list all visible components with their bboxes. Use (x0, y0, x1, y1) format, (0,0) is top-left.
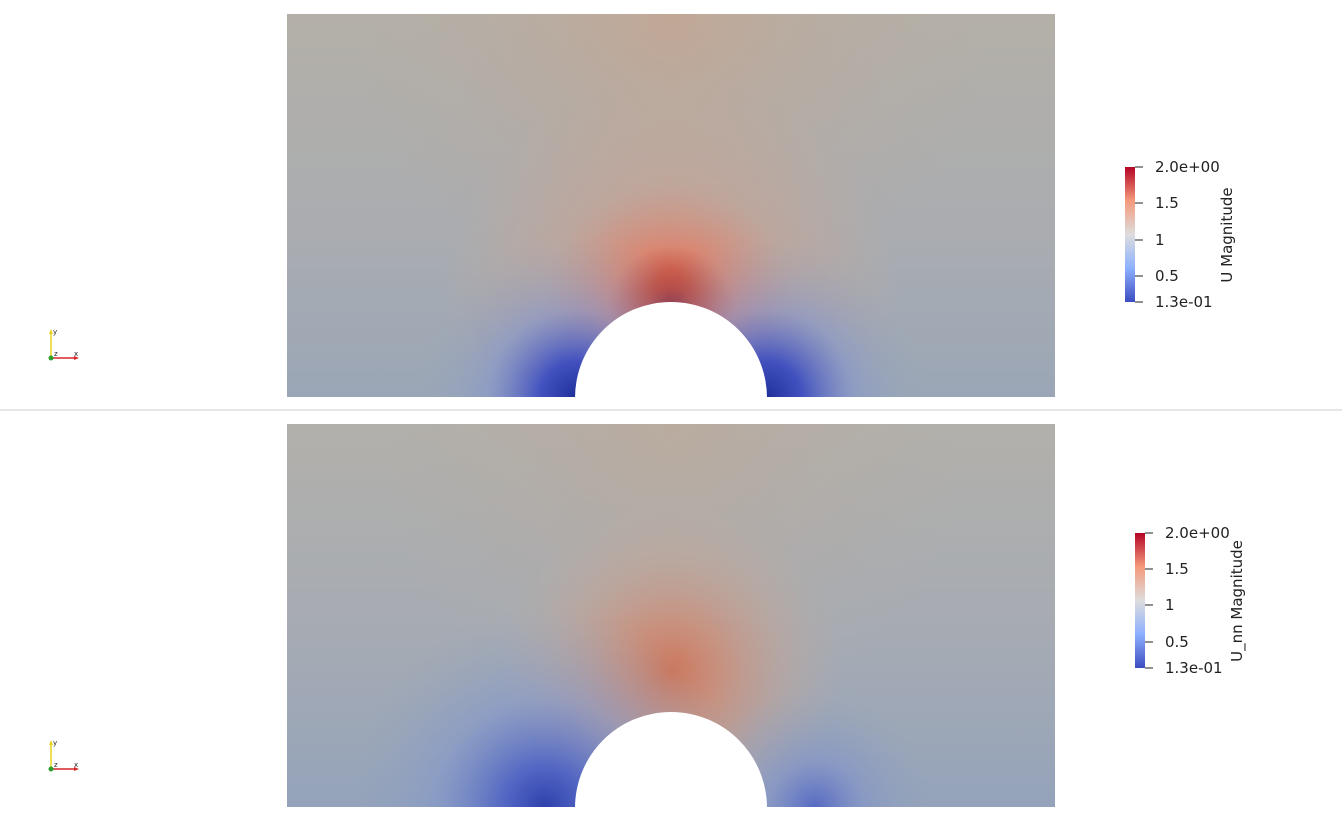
axis-label-x: x (74, 761, 78, 769)
cylinder-obstacle (575, 712, 767, 808)
flow-domain (287, 424, 1055, 808)
colorbar-tick-max: 2.0e+00 (1165, 524, 1230, 542)
colorbar-title: U_nn Magnitude (1228, 540, 1247, 662)
colorbar-tick-1-5: 1.5 (1165, 560, 1189, 578)
cylinder-obstacle (575, 302, 767, 398)
colorbar-tick-1: 1 (1165, 596, 1175, 614)
axis-label-y: y (53, 739, 57, 747)
colorbar-tick-0-5: 0.5 (1155, 267, 1179, 285)
colorbar-tick-1: 1 (1155, 231, 1165, 249)
colorbar-tick-1-5: 1.5 (1155, 194, 1179, 212)
colorbar-tick-0-5: 0.5 (1165, 633, 1189, 651)
colorbar-gradient (1135, 533, 1145, 668)
flow-field-render[interactable]: 2.0e+00 1.5 1 0.5 1.3e-01 U_nn Magnitude… (0, 411, 1342, 821)
axis-label-z: z (54, 761, 58, 769)
orientation-axes: y x z (48, 328, 79, 361)
flow-field-render[interactable]: 2.0e+00 1.5 1 0.5 1.3e-01 U Magnitude y … (0, 0, 1342, 409)
axis-label-z: z (54, 350, 58, 358)
axis-label-x: x (74, 350, 78, 358)
viewport-split-divider[interactable] (0, 409, 1342, 411)
colorbar-tick-min: 1.3e-01 (1155, 293, 1213, 311)
colorbar-title: U Magnitude (1218, 187, 1236, 282)
axis-label-y: y (53, 328, 57, 336)
colorbar-u-nn-magnitude: 2.0e+00 1.5 1 0.5 1.3e-01 U_nn Magnitude (1135, 524, 1247, 677)
colorbar-gradient (1125, 167, 1135, 302)
orientation-axes: y x z (48, 739, 79, 772)
colorbar-tick-max: 2.0e+00 (1155, 158, 1220, 176)
flow-domain (287, 14, 1055, 398)
colorbar-u-magnitude: 2.0e+00 1.5 1 0.5 1.3e-01 U Magnitude (1125, 158, 1236, 311)
viewport-u-magnitude[interactable]: 2.0e+00 1.5 1 0.5 1.3e-01 U Magnitude y … (0, 0, 1342, 409)
viewport-u-nn-magnitude[interactable]: 2.0e+00 1.5 1 0.5 1.3e-01 U_nn Magnitude… (0, 411, 1342, 821)
colorbar-tick-min: 1.3e-01 (1165, 659, 1223, 677)
